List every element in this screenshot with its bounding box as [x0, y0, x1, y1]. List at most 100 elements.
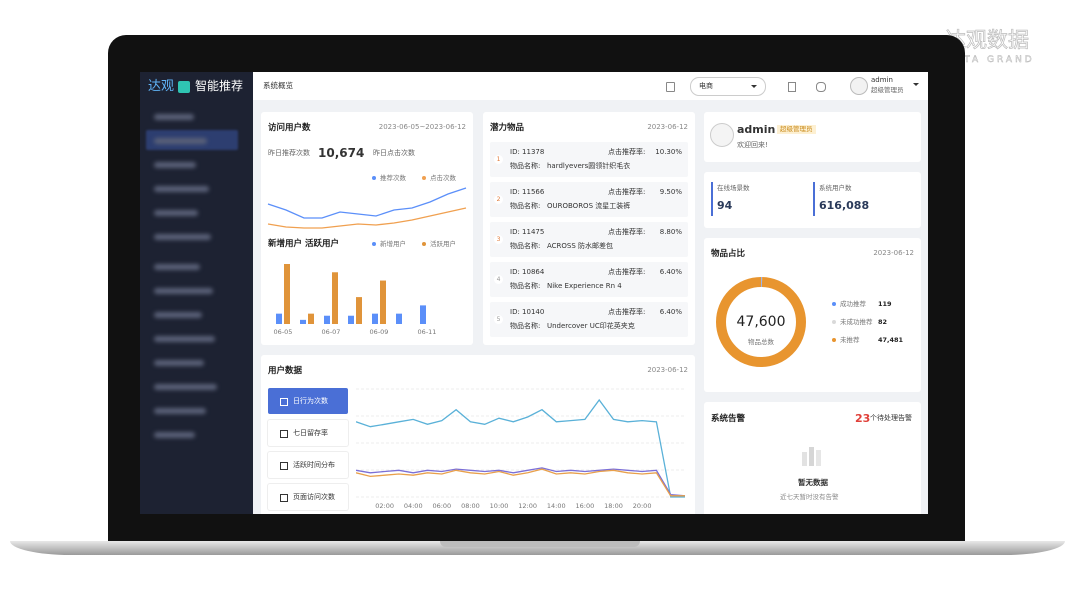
menu-item[interactable]	[154, 162, 196, 168]
stats-card: 在线场景数 94 系统用户数 616,088	[704, 172, 921, 228]
x-tick-label: 06:00	[432, 502, 451, 510]
rate-label: 点击推荐率:	[608, 148, 646, 156]
line	[356, 468, 685, 497]
legend-value: 82	[878, 318, 887, 326]
empty-title: 暂无数据	[798, 478, 828, 487]
visits-card: 访问用户数 2023-06-05~2023-06-12 昨日推荐次数 10,67…	[261, 112, 473, 345]
bar	[300, 319, 306, 324]
card-title: 潜力物品	[490, 123, 525, 133]
menu-item[interactable]	[154, 432, 195, 438]
tab[interactable]: 页面访问次数	[268, 484, 348, 510]
bar	[372, 313, 378, 324]
tab-label: 活跃时间分布	[293, 461, 335, 469]
empty-icon	[802, 452, 807, 466]
item-rate: 9.50%	[659, 188, 682, 196]
stat-label: 系统用户数	[819, 184, 852, 192]
logo: 达观	[148, 79, 175, 94]
tab-icon	[280, 398, 288, 406]
user-role: 超级管理员	[871, 86, 904, 94]
item-rate: 10.30%	[655, 148, 682, 156]
rate-label: 点击推荐率:	[608, 268, 646, 276]
stat-value: 616,088	[819, 199, 870, 212]
x-tick-label: 06-05	[274, 328, 293, 336]
stat-value: 10,674	[318, 146, 365, 160]
tab[interactable]: 日行为次数	[268, 388, 348, 414]
tab-label: 七日留存率	[293, 429, 328, 437]
x-tick-label: 06-11	[418, 328, 437, 336]
avatar[interactable]	[850, 77, 868, 95]
laptop-notch	[440, 541, 640, 547]
name-label: 物品名称:	[510, 282, 541, 290]
item-row[interactable]: 5 ID: 10140 点击推荐率: 6.40% 物品名称: Undercover UC印…	[490, 302, 688, 337]
scene-value: 电商	[699, 82, 713, 90]
legend-value: 47,481	[878, 336, 904, 344]
icon[interactable]	[816, 82, 826, 92]
item-id: ID: 11566	[510, 188, 545, 196]
stat-bar	[813, 182, 815, 216]
donut-total-label: 物品总数	[748, 337, 775, 346]
legend-label: 推荐次数	[380, 173, 407, 182]
card-title: 物品占比	[711, 249, 746, 259]
item-id: ID: 11475	[510, 228, 545, 236]
menu-item[interactable]	[154, 138, 207, 144]
line	[356, 467, 686, 497]
item-rate: 8.80%	[659, 228, 682, 236]
menu-item[interactable]	[154, 186, 209, 192]
menu-item[interactable]	[154, 210, 198, 216]
menu-item[interactable]	[154, 288, 213, 294]
x-tick-label: 08:00	[461, 502, 480, 510]
menu-item[interactable]	[154, 384, 217, 390]
empty-icon	[816, 450, 821, 466]
tab[interactable]: 七日留存率	[268, 420, 348, 446]
potential-card: 潜力物品 2023-06-12 1 ID: 11378 点击推荐率: 10.30% 物品…	[483, 112, 695, 345]
item-row[interactable]: 1 ID: 11378 点击推荐率: 10.30% 物品名称: hardlyevers圆领…	[490, 142, 688, 177]
rate-label: 点击推荐率:	[608, 228, 646, 236]
menu-item[interactable]	[154, 360, 204, 366]
caret	[913, 83, 919, 89]
tab[interactable]: 活跃时间分布	[268, 452, 348, 478]
bar	[308, 313, 314, 324]
item-rank: 3	[494, 235, 503, 244]
item-row[interactable]: 2 ID: 11566 点击推荐率: 9.50% 物品名称: OUROBOROS 流星工装…	[490, 182, 688, 217]
tab-label: 页面访问次数	[293, 493, 335, 501]
icon[interactable]	[666, 82, 675, 92]
x-tick-label: 18:00	[604, 502, 623, 510]
bar	[420, 305, 426, 324]
line	[267, 187, 467, 219]
menu-item[interactable]	[154, 264, 200, 270]
screen: 达观 智能推荐 系统概览 电商 admin 超级管理员 访问用户数 2023-0…	[140, 72, 928, 514]
name-label: 物品名称:	[510, 162, 541, 170]
x-tick-label: 16:00	[576, 502, 595, 510]
menu-item[interactable]	[154, 408, 206, 414]
item-id: ID: 11378	[510, 148, 545, 156]
item-row[interactable]: 3 ID: 11475 点击推荐率: 8.80% 物品名称: ACROSS 防水邮差包	[490, 222, 688, 257]
sidebar: 达观 智能推荐	[140, 72, 253, 514]
avatar	[710, 123, 734, 147]
line-chart: 推荐次数 点击次数	[267, 173, 467, 229]
menu-item[interactable]	[154, 234, 211, 240]
x-tick-label: 06-07	[322, 328, 341, 336]
product-name: 智能推荐	[195, 79, 244, 93]
card-title: 用户数据	[268, 366, 303, 376]
watermark-title: 达观数据	[945, 28, 1030, 52]
menu-item[interactable]	[154, 114, 194, 120]
legend-dot	[422, 242, 426, 246]
menu-item[interactable]	[154, 336, 215, 342]
item-name: ACROSS 防水邮差包	[547, 242, 614, 250]
item-name: OUROBOROS 流星工装裤	[547, 202, 631, 210]
item-name: Nike Experience Rn 4	[547, 282, 622, 290]
scene-select[interactable]: 电商	[690, 77, 766, 96]
profile-role: 超级管理员	[777, 125, 816, 134]
x-tick-label: 04:00	[404, 502, 423, 510]
line	[356, 398, 685, 498]
stat-label: 在线场景数	[717, 184, 750, 192]
alert-count: 23	[855, 412, 871, 425]
bar	[276, 313, 282, 324]
legend-dot	[832, 302, 836, 306]
bar	[380, 280, 386, 324]
menu-item[interactable]	[154, 312, 202, 318]
icon[interactable]	[788, 82, 796, 92]
rate-label: 点击推荐率:	[608, 188, 646, 196]
item-row[interactable]: 4 ID: 10864 点击推荐率: 6.40% 物品名称: Nike Experienc…	[490, 262, 688, 297]
